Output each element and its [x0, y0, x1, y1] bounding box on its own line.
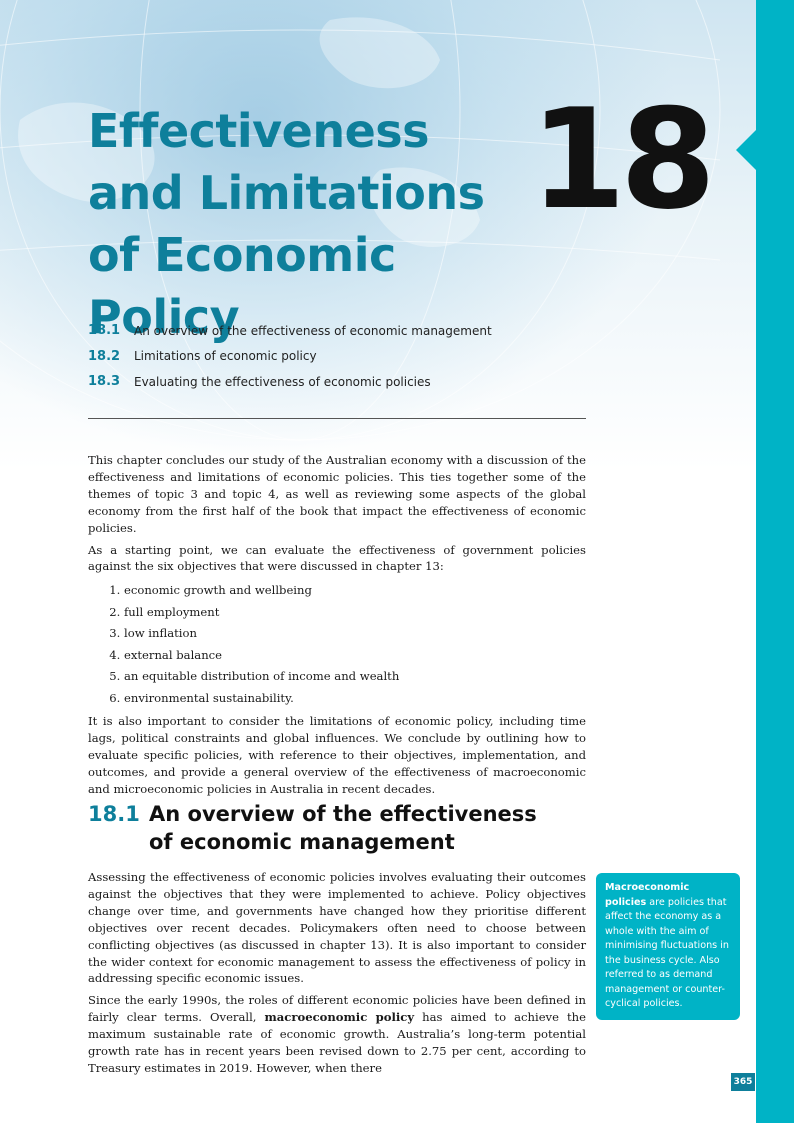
chapter-contents: 18.1 An overview of the effectiveness of… [88, 318, 588, 395]
toc-text: An overview of the effectiveness of econ… [134, 323, 492, 338]
paragraph: Since the early 1990s, the roles of diff… [88, 992, 586, 1077]
chapter-title: Effectiveness and Limitations of Economi… [88, 100, 558, 348]
toc-number: 18.1 [88, 323, 121, 339]
section-heading: 18.1 An overview of the effectiveness of … [88, 800, 586, 856]
toc-number: 18.2 [88, 348, 121, 364]
toc-number: 18.3 [88, 374, 121, 390]
list-item: full employment [124, 602, 586, 624]
page-edge-bar [756, 0, 794, 1123]
toc-text: Evaluating the effectiveness of economic… [134, 374, 431, 389]
paragraph: Assessing the effectiveness of economic … [88, 870, 586, 986]
list-item: low inflation [124, 623, 586, 645]
chapter-title-line: of Economic Policy [88, 228, 396, 344]
paragraph: As a starting point, we can evaluate the… [88, 542, 586, 574]
paragraph-text: has aimed to achieve the maximum sustain… [88, 1010, 586, 1075]
paragraph: It is also important to consider the lim… [88, 714, 586, 796]
list-item: external balance [124, 645, 586, 667]
toc-item[interactable]: 18.1 An overview of the effectiveness of… [88, 318, 588, 344]
section-number: 18.1 [88, 802, 140, 826]
toc-text: Limitations of economic policy [134, 349, 317, 364]
chapter-tab-notch [736, 130, 756, 170]
key-term: macroeconomic policy [264, 1010, 415, 1025]
globe-background [0, 0, 760, 470]
paragraph: This chapter concludes our study of the … [88, 453, 586, 535]
glossary-sidebar: Macroeconomic policies are policies that… [596, 873, 740, 1020]
section-text: Assessing the effectiveness of economic … [88, 869, 586, 1082]
toc-item[interactable]: 18.2 Limitations of economic policy [88, 344, 588, 370]
toc-item[interactable]: 18.3 Evaluating the effectiveness of eco… [88, 369, 588, 395]
glossary-definition: are policies that affect the economy as … [605, 896, 729, 1010]
globe-graphic [0, 0, 721, 441]
intro-text: This chapter concludes our study of the … [88, 452, 586, 803]
list-item: economic growth and wellbeing [124, 580, 586, 602]
page-number: 365 [731, 1073, 755, 1091]
chapter-title-line: and Limitations [88, 166, 485, 220]
chapter-title-line: Effectiveness [88, 104, 430, 158]
section-title-line: of economic management [149, 830, 455, 854]
glossary-term: Macroeconomic policies [605, 882, 690, 908]
objectives-list: economic growth and wellbeing full emplo… [88, 580, 586, 709]
chapter-number: 18 [530, 79, 716, 240]
list-item: an equitable distribution of income and … [124, 666, 586, 688]
section-title-line: An overview of the effectiveness [149, 802, 537, 826]
divider [88, 418, 586, 419]
list-item: environmental sustainability. [124, 688, 586, 710]
paragraph-text: Since the early 1990s, the roles of diff… [88, 993, 586, 1025]
